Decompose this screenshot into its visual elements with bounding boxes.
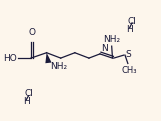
- Text: H: H: [23, 97, 30, 106]
- Text: H: H: [126, 26, 133, 34]
- Text: O: O: [28, 28, 36, 37]
- Text: HO: HO: [4, 54, 17, 63]
- Text: NH₂: NH₂: [51, 62, 68, 71]
- Text: Cl: Cl: [128, 17, 137, 26]
- Text: CH₃: CH₃: [121, 66, 137, 76]
- Polygon shape: [45, 53, 52, 63]
- Text: N: N: [101, 44, 107, 53]
- Text: NH₂: NH₂: [103, 35, 120, 44]
- Text: Cl: Cl: [24, 90, 33, 98]
- Text: S: S: [126, 50, 132, 59]
